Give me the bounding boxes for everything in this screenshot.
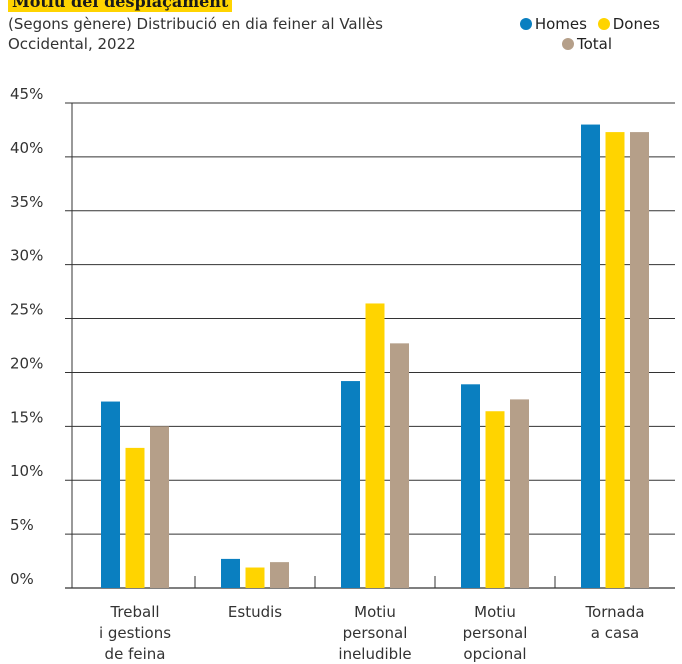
legend-item-homes: Homes bbox=[519, 14, 587, 34]
bar-total-0 bbox=[150, 426, 169, 588]
bar-homes-3 bbox=[461, 384, 480, 588]
y-tick-label-30pct: 30% bbox=[10, 247, 43, 265]
y-tick-label-15pct: 15% bbox=[10, 408, 43, 426]
bar-dones-3 bbox=[485, 411, 505, 588]
bar-dones-0 bbox=[125, 447, 145, 588]
y-tick-label-5pct: 5% bbox=[10, 516, 34, 534]
bar-dones-4 bbox=[605, 132, 625, 588]
legend-swatch-total bbox=[561, 38, 574, 50]
legend-swatch-homes bbox=[519, 18, 532, 30]
legend-item-dones: Dones bbox=[597, 14, 660, 34]
category-label-0-line-2: de feina bbox=[105, 645, 166, 663]
bar-homes-4 bbox=[581, 124, 600, 589]
category-label-2-line-1: personal bbox=[343, 624, 408, 642]
y-tick-label-40pct: 40% bbox=[10, 139, 43, 157]
category-label-2-line-0: Motiu bbox=[354, 603, 396, 621]
category-label-4-line-0: Tornada bbox=[584, 603, 644, 621]
legend-row-2: Total bbox=[470, 34, 660, 54]
bar-homes-2 bbox=[341, 381, 360, 588]
chart-title-wrap: Motiu del desplaçament bbox=[8, 0, 233, 12]
chart-subtitle: (Segons gènere) Distribució en dia feine… bbox=[8, 15, 383, 53]
bar-dones-1 bbox=[245, 567, 265, 588]
bar-total-1 bbox=[270, 562, 289, 588]
category-label-3-line-2: opcional bbox=[463, 645, 526, 663]
bar-total-4 bbox=[630, 132, 649, 588]
legend-item-total: Total bbox=[561, 34, 612, 54]
bar-dones-2 bbox=[365, 303, 385, 588]
y-tick-label-0pct: 0% bbox=[10, 570, 34, 588]
category-label-1-line-0: Estudis bbox=[228, 603, 282, 621]
y-tick-label-20pct: 20% bbox=[10, 354, 43, 372]
legend: Homes Dones Total bbox=[470, 14, 660, 54]
category-label-0-line-1: i gestions bbox=[99, 624, 171, 642]
legend-swatch-dones bbox=[597, 18, 610, 30]
category-label-0-line-0: Treball bbox=[109, 603, 159, 621]
category-label-3-line-1: personal bbox=[463, 624, 528, 642]
legend-label-total: Total bbox=[576, 35, 612, 53]
bar-total-3 bbox=[510, 399, 529, 588]
legend-label-dones: Dones bbox=[612, 15, 660, 33]
category-label-4-line-1: a casa bbox=[591, 624, 639, 642]
bar-total-2 bbox=[390, 343, 409, 588]
y-tick-label-35pct: 35% bbox=[10, 193, 43, 211]
category-label-2-line-2: ineludible bbox=[338, 645, 411, 663]
legend-label-homes: Homes bbox=[534, 15, 587, 33]
y-tick-label-45pct: 45% bbox=[10, 85, 43, 103]
category-label-3-line-0: Motiu bbox=[474, 603, 516, 621]
y-tick-label-25pct: 25% bbox=[10, 301, 43, 319]
bar-homes-0 bbox=[101, 401, 120, 588]
legend-row-1: Homes Dones bbox=[470, 14, 660, 34]
chart-title: Motiu del desplaçament bbox=[8, 0, 233, 12]
y-tick-label-10pct: 10% bbox=[10, 462, 43, 480]
bar-homes-1 bbox=[221, 558, 240, 588]
